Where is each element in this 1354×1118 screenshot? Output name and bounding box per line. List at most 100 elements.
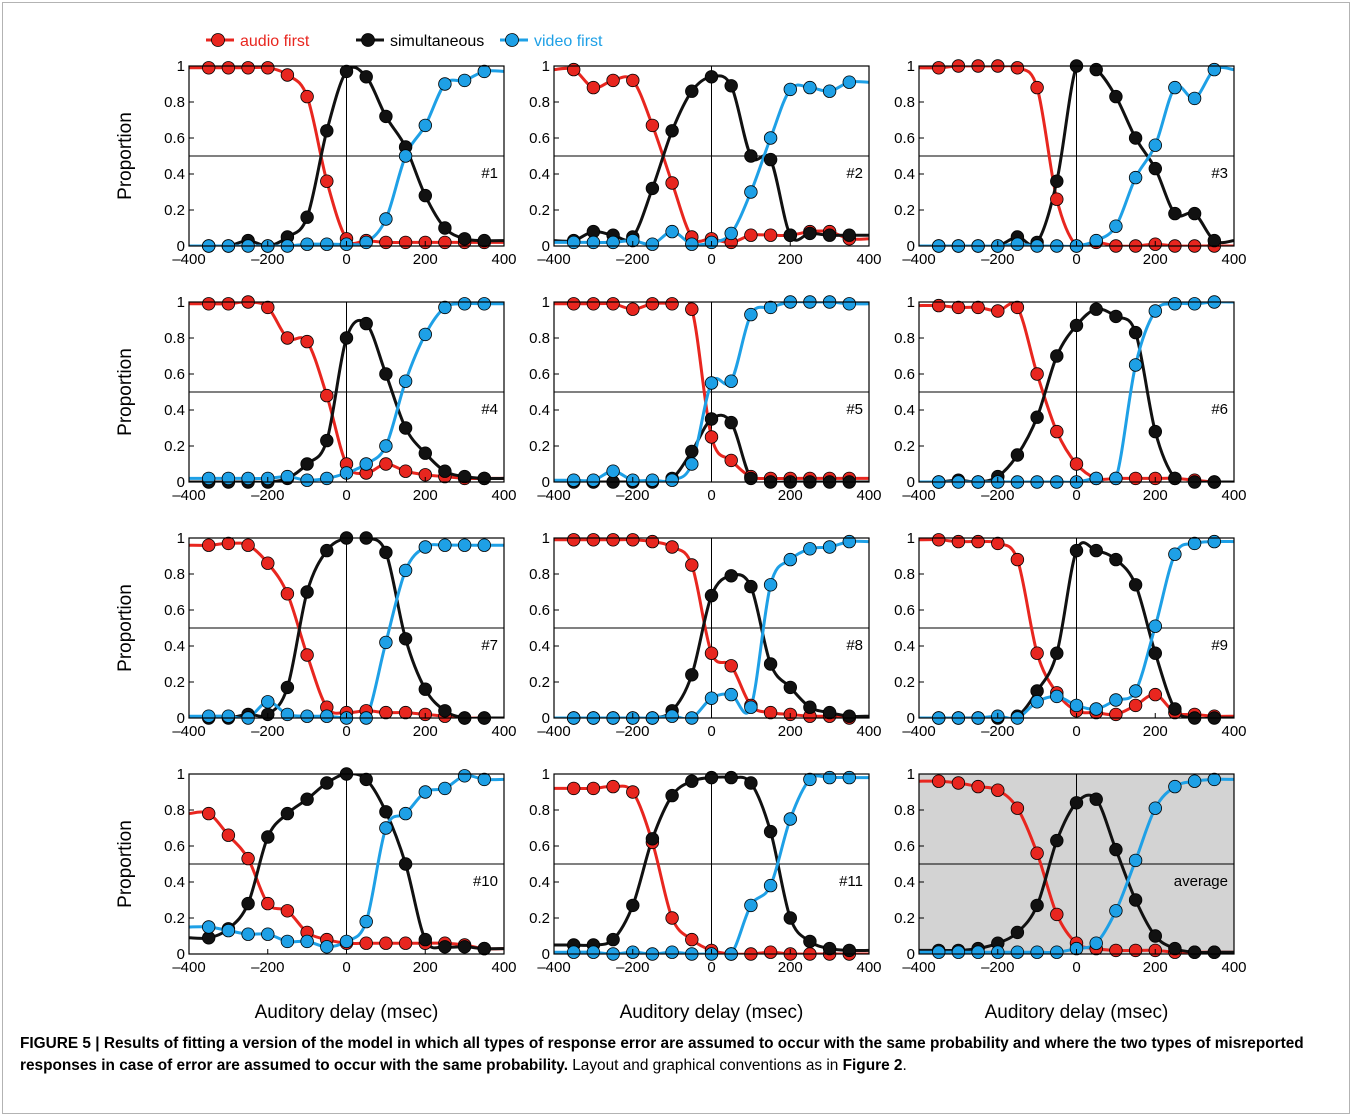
point-audio [1010,61,1025,75]
point-video [1148,138,1163,152]
x-tick-label: 0 [1072,723,1080,740]
point-video [359,914,373,929]
point-audio [359,936,373,950]
point-sim [724,770,738,785]
legend-label-sim: simultaneous [390,33,484,50]
point-sim [1030,898,1044,913]
point-video [842,75,857,89]
y-tick-label: 0.2 [164,674,185,691]
y-tick-label: 0.4 [529,166,550,183]
point-video [586,235,601,250]
x-tick-label: 200 [778,251,803,268]
y-tick-label: 0.8 [529,566,550,583]
point-sim [1128,131,1143,145]
y-tick-label: 1 [542,530,550,547]
point-video [359,457,373,471]
x-tick-label: –200 [981,487,1014,504]
point-audio [1030,80,1044,95]
point-video [783,82,798,97]
y-tick-label: 0.8 [164,94,185,111]
point-sim [438,221,452,235]
point-sim [1109,309,1123,324]
point-sim [1128,578,1143,592]
point-video [1109,219,1123,233]
point-audio [221,297,236,311]
point-video [438,781,452,796]
x-tick-label: 200 [778,723,803,740]
caption-bold: FIGURE 5 | Results of fitting a version … [20,1035,1304,1074]
point-video [842,770,857,785]
point-audio [300,648,314,662]
point-video [1089,471,1103,486]
point-sim [842,709,857,723]
point-audio [280,587,295,601]
x-tick-label: 200 [413,251,438,268]
legend-item-audio: audio first [206,33,310,50]
point-audio [665,176,679,190]
point-audio [201,61,216,75]
x-tick-label: 200 [778,487,803,504]
point-video [280,707,295,722]
x-tick-label: 0 [1072,959,1080,976]
point-audio [1069,457,1084,471]
point-sim [1128,325,1143,340]
x-tick-label: 400 [1221,251,1246,268]
point-sim [1168,206,1182,221]
point-audio [280,331,295,345]
point-sim [763,657,778,671]
point-video [1010,945,1025,959]
x-tick-label: 400 [491,251,516,268]
y-tick-label: 0.8 [894,566,915,583]
point-video [744,898,758,913]
point-sim [300,792,314,806]
point-sim [1050,349,1064,363]
caption-rest: Layout and graphical conventions as in [567,1057,843,1074]
point-video [379,635,393,650]
figure-svg: audio first simultaneous video first 00.20… [115,33,1247,1023]
y-tick-label: 1 [907,58,915,75]
x-tick-label: –200 [981,251,1014,268]
x-tick-label: –400 [172,251,205,268]
point-video [438,300,452,315]
y-tick-label: 0.6 [894,602,915,619]
point-video [1148,619,1163,633]
x-tick-label: 400 [1221,487,1246,504]
point-video [477,538,492,552]
point-sim [457,469,472,484]
point-audio [261,896,275,911]
point-video [971,945,985,959]
panel-label: #5 [846,401,863,418]
panel-8: 0 0.2 0.4 0.6 0.8 1 –400 –200 0 200 400 #8 [529,530,881,740]
y-tick-label: 0 [542,238,550,255]
point-video [1010,237,1025,251]
y-tick-label: 0 [542,710,550,727]
point-video [567,473,581,487]
point-audio [1128,698,1143,713]
x-tick-label: 200 [413,959,438,976]
point-sim [398,857,413,871]
y-tick-label: 0.4 [894,638,915,655]
point-video [320,940,334,954]
point-sim [398,632,413,646]
point-audio [685,932,699,947]
panel-label: #10 [473,873,498,890]
point-sim [645,181,660,196]
point-audio [991,536,1005,551]
point-audio [586,297,601,311]
point-sim [261,830,275,844]
y-tick-label: 0.6 [529,838,550,855]
point-video [398,563,413,578]
point-sim [418,682,433,696]
point-audio [932,533,946,547]
point-video [932,945,946,959]
point-sim [339,64,354,79]
x-axis-label: Auditory delay (msec) [255,1002,439,1023]
point-audio [241,61,255,75]
panel-6: 0 0.2 0.4 0.6 0.8 1 –400 –200 0 200 400 #6 [894,294,1246,504]
y-tick-label: 0.2 [164,438,185,455]
point-audio [567,62,581,77]
point-sim [398,421,413,435]
point-sim [457,940,472,954]
x-tick-label: 400 [1221,959,1246,976]
point-video [645,473,660,487]
